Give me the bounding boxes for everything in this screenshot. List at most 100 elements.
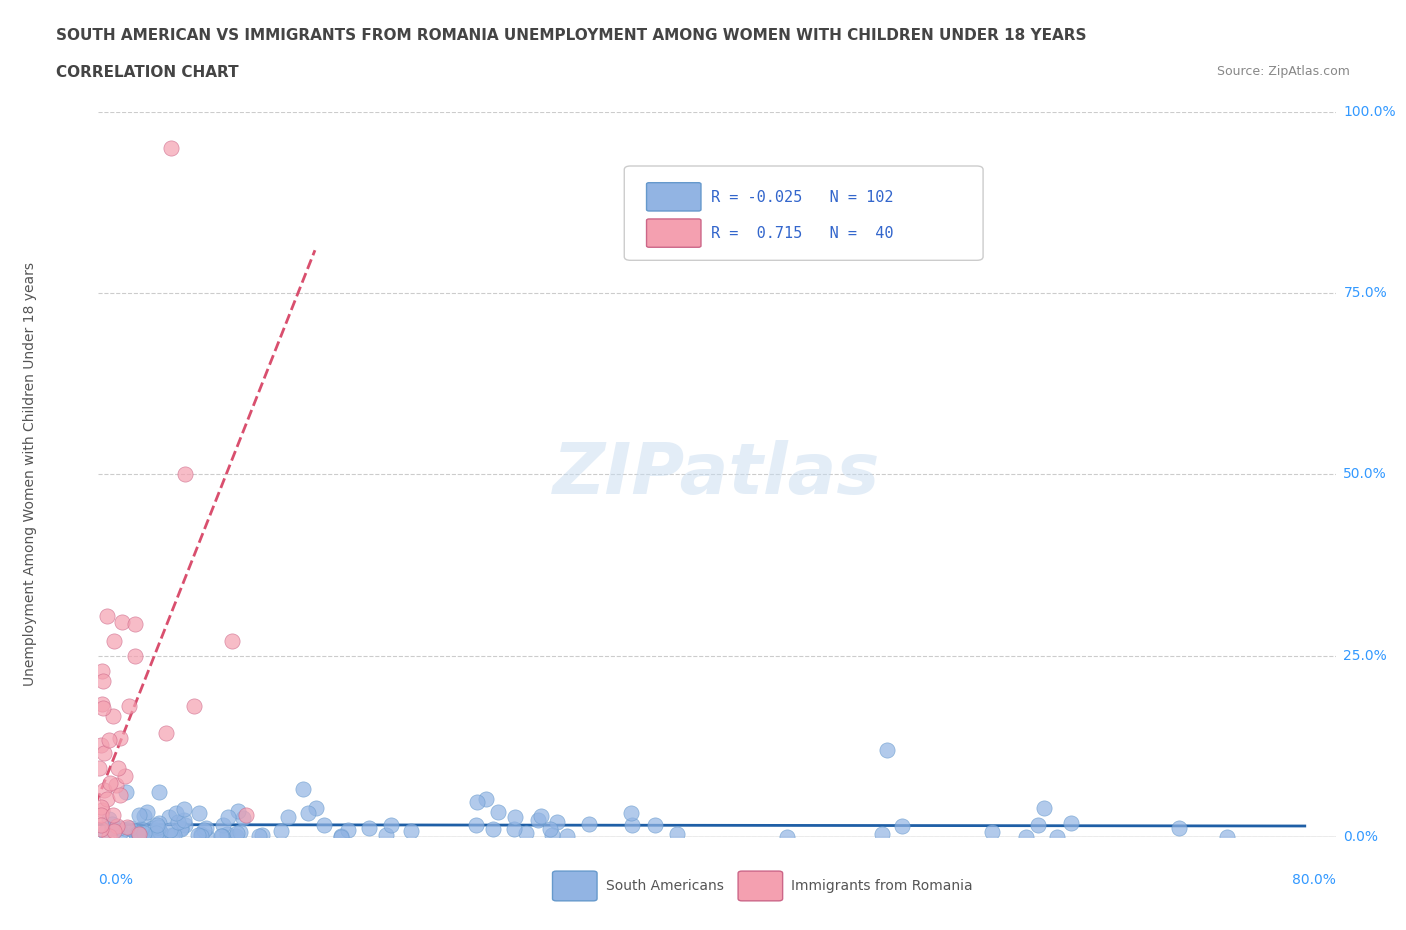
Point: [98, 776, 121, 790]
Point: [195, 820, 218, 835]
Point: [128, 807, 150, 822]
Point: [193, 823, 215, 838]
Point: [145, 826, 167, 841]
FancyBboxPatch shape: [647, 182, 702, 211]
Text: CORRELATION CHART: CORRELATION CHART: [56, 65, 239, 80]
Point: [100, 821, 122, 836]
Point: [110, 825, 132, 840]
Point: [486, 804, 509, 819]
Point: [148, 819, 170, 834]
Point: [312, 817, 335, 832]
Text: 80.0%: 80.0%: [1292, 873, 1336, 887]
Text: 25.0%: 25.0%: [1344, 648, 1388, 663]
Point: [188, 805, 211, 820]
Point: [136, 804, 159, 819]
Point: [174, 467, 197, 482]
Point: [329, 829, 352, 844]
Point: [132, 826, 155, 841]
Point: [503, 809, 526, 824]
Point: [217, 809, 239, 824]
Point: [277, 810, 299, 825]
Point: [87, 761, 110, 776]
Point: [464, 817, 486, 832]
Point: [104, 777, 127, 792]
Text: SOUTH AMERICAN VS IMMIGRANTS FROM ROMANIA UNEMPLOYMENT AMONG WOMEN WITH CHILDREN: SOUTH AMERICAN VS IMMIGRANTS FROM ROMANI…: [56, 28, 1087, 43]
Point: [474, 791, 496, 806]
FancyBboxPatch shape: [647, 219, 702, 247]
Point: [297, 805, 319, 820]
Point: [226, 804, 249, 818]
Point: [128, 829, 150, 844]
Text: R =  0.715   N =  40: R = 0.715 N = 40: [711, 226, 893, 241]
Point: [169, 821, 191, 836]
Point: [101, 807, 124, 822]
Point: [160, 140, 183, 155]
Point: [118, 698, 141, 713]
Point: [90, 821, 112, 836]
Point: [337, 822, 360, 837]
Point: [127, 826, 149, 841]
Point: [217, 827, 239, 842]
Point: [166, 815, 188, 830]
Point: [146, 828, 169, 843]
Point: [96, 609, 118, 624]
Text: 0.0%: 0.0%: [98, 873, 134, 887]
Point: [97, 812, 120, 827]
Point: [399, 823, 422, 838]
Point: [981, 824, 1004, 839]
Point: [91, 700, 114, 715]
Point: [1167, 820, 1189, 835]
Point: [195, 830, 218, 844]
Point: [129, 821, 152, 836]
Point: [250, 828, 273, 843]
Point: [1033, 801, 1056, 816]
Point: [225, 829, 247, 844]
Point: [125, 827, 148, 842]
Point: [98, 733, 121, 748]
Point: [620, 805, 643, 820]
Point: [891, 818, 914, 833]
FancyBboxPatch shape: [738, 871, 783, 901]
Point: [101, 708, 124, 723]
Text: Unemployment Among Women with Children Under 18 years: Unemployment Among Women with Children U…: [24, 262, 38, 686]
Point: [107, 761, 129, 776]
Point: [115, 820, 138, 835]
Point: [146, 817, 169, 832]
Point: [115, 785, 138, 800]
Point: [515, 825, 537, 840]
Point: [465, 794, 488, 809]
Point: [96, 791, 118, 806]
Point: [375, 828, 398, 843]
Point: [169, 820, 191, 835]
Point: [142, 828, 165, 843]
Point: [212, 817, 235, 832]
Point: [90, 737, 112, 752]
Point: [157, 809, 180, 824]
Point: [105, 818, 128, 833]
Point: [644, 817, 666, 832]
Point: [538, 821, 561, 836]
Text: Immigrants from Romania: Immigrants from Romania: [792, 880, 973, 894]
Point: [209, 829, 232, 844]
Point: [149, 824, 172, 839]
Point: [247, 829, 270, 844]
Point: [93, 745, 115, 760]
Point: [108, 788, 131, 803]
Point: [359, 820, 381, 835]
Point: [183, 699, 205, 714]
Point: [91, 697, 114, 711]
Point: [163, 827, 186, 842]
Point: [527, 812, 550, 827]
Point: [503, 821, 526, 836]
Point: [103, 824, 125, 839]
Text: 75.0%: 75.0%: [1344, 286, 1388, 300]
Point: [876, 742, 898, 757]
Point: [174, 817, 197, 832]
Point: [665, 826, 688, 841]
Text: 100.0%: 100.0%: [1344, 104, 1396, 119]
Point: [578, 817, 600, 831]
Point: [90, 664, 112, 679]
Point: [90, 817, 112, 832]
Point: [141, 821, 163, 836]
Point: [148, 785, 170, 800]
